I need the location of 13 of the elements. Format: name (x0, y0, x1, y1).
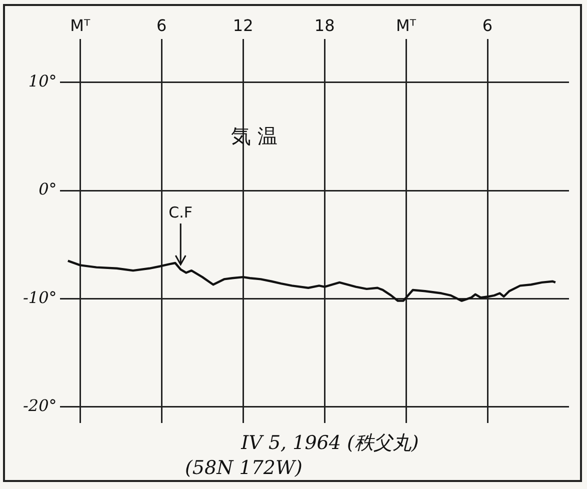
y-tick-label: -20° (23, 396, 57, 415)
x-tick-label: 6 (482, 16, 493, 35)
y-tick-label: 0° (38, 180, 57, 199)
x-tick-label: Mᵀ (70, 16, 91, 35)
x-tick-label: 6 (156, 16, 167, 35)
y-tick-label: 10° (28, 72, 57, 91)
text: (58N 172W) (185, 457, 302, 479)
text: IV 5, 1964 (秩父丸) (240, 432, 419, 454)
x-tick-label: 18 (314, 16, 335, 35)
x-tick-label: Mᵀ (396, 16, 417, 35)
annotation: C.F (168, 203, 193, 222)
y-tick-label: -10° (23, 288, 57, 307)
x-tick-label: 12 (232, 16, 254, 35)
